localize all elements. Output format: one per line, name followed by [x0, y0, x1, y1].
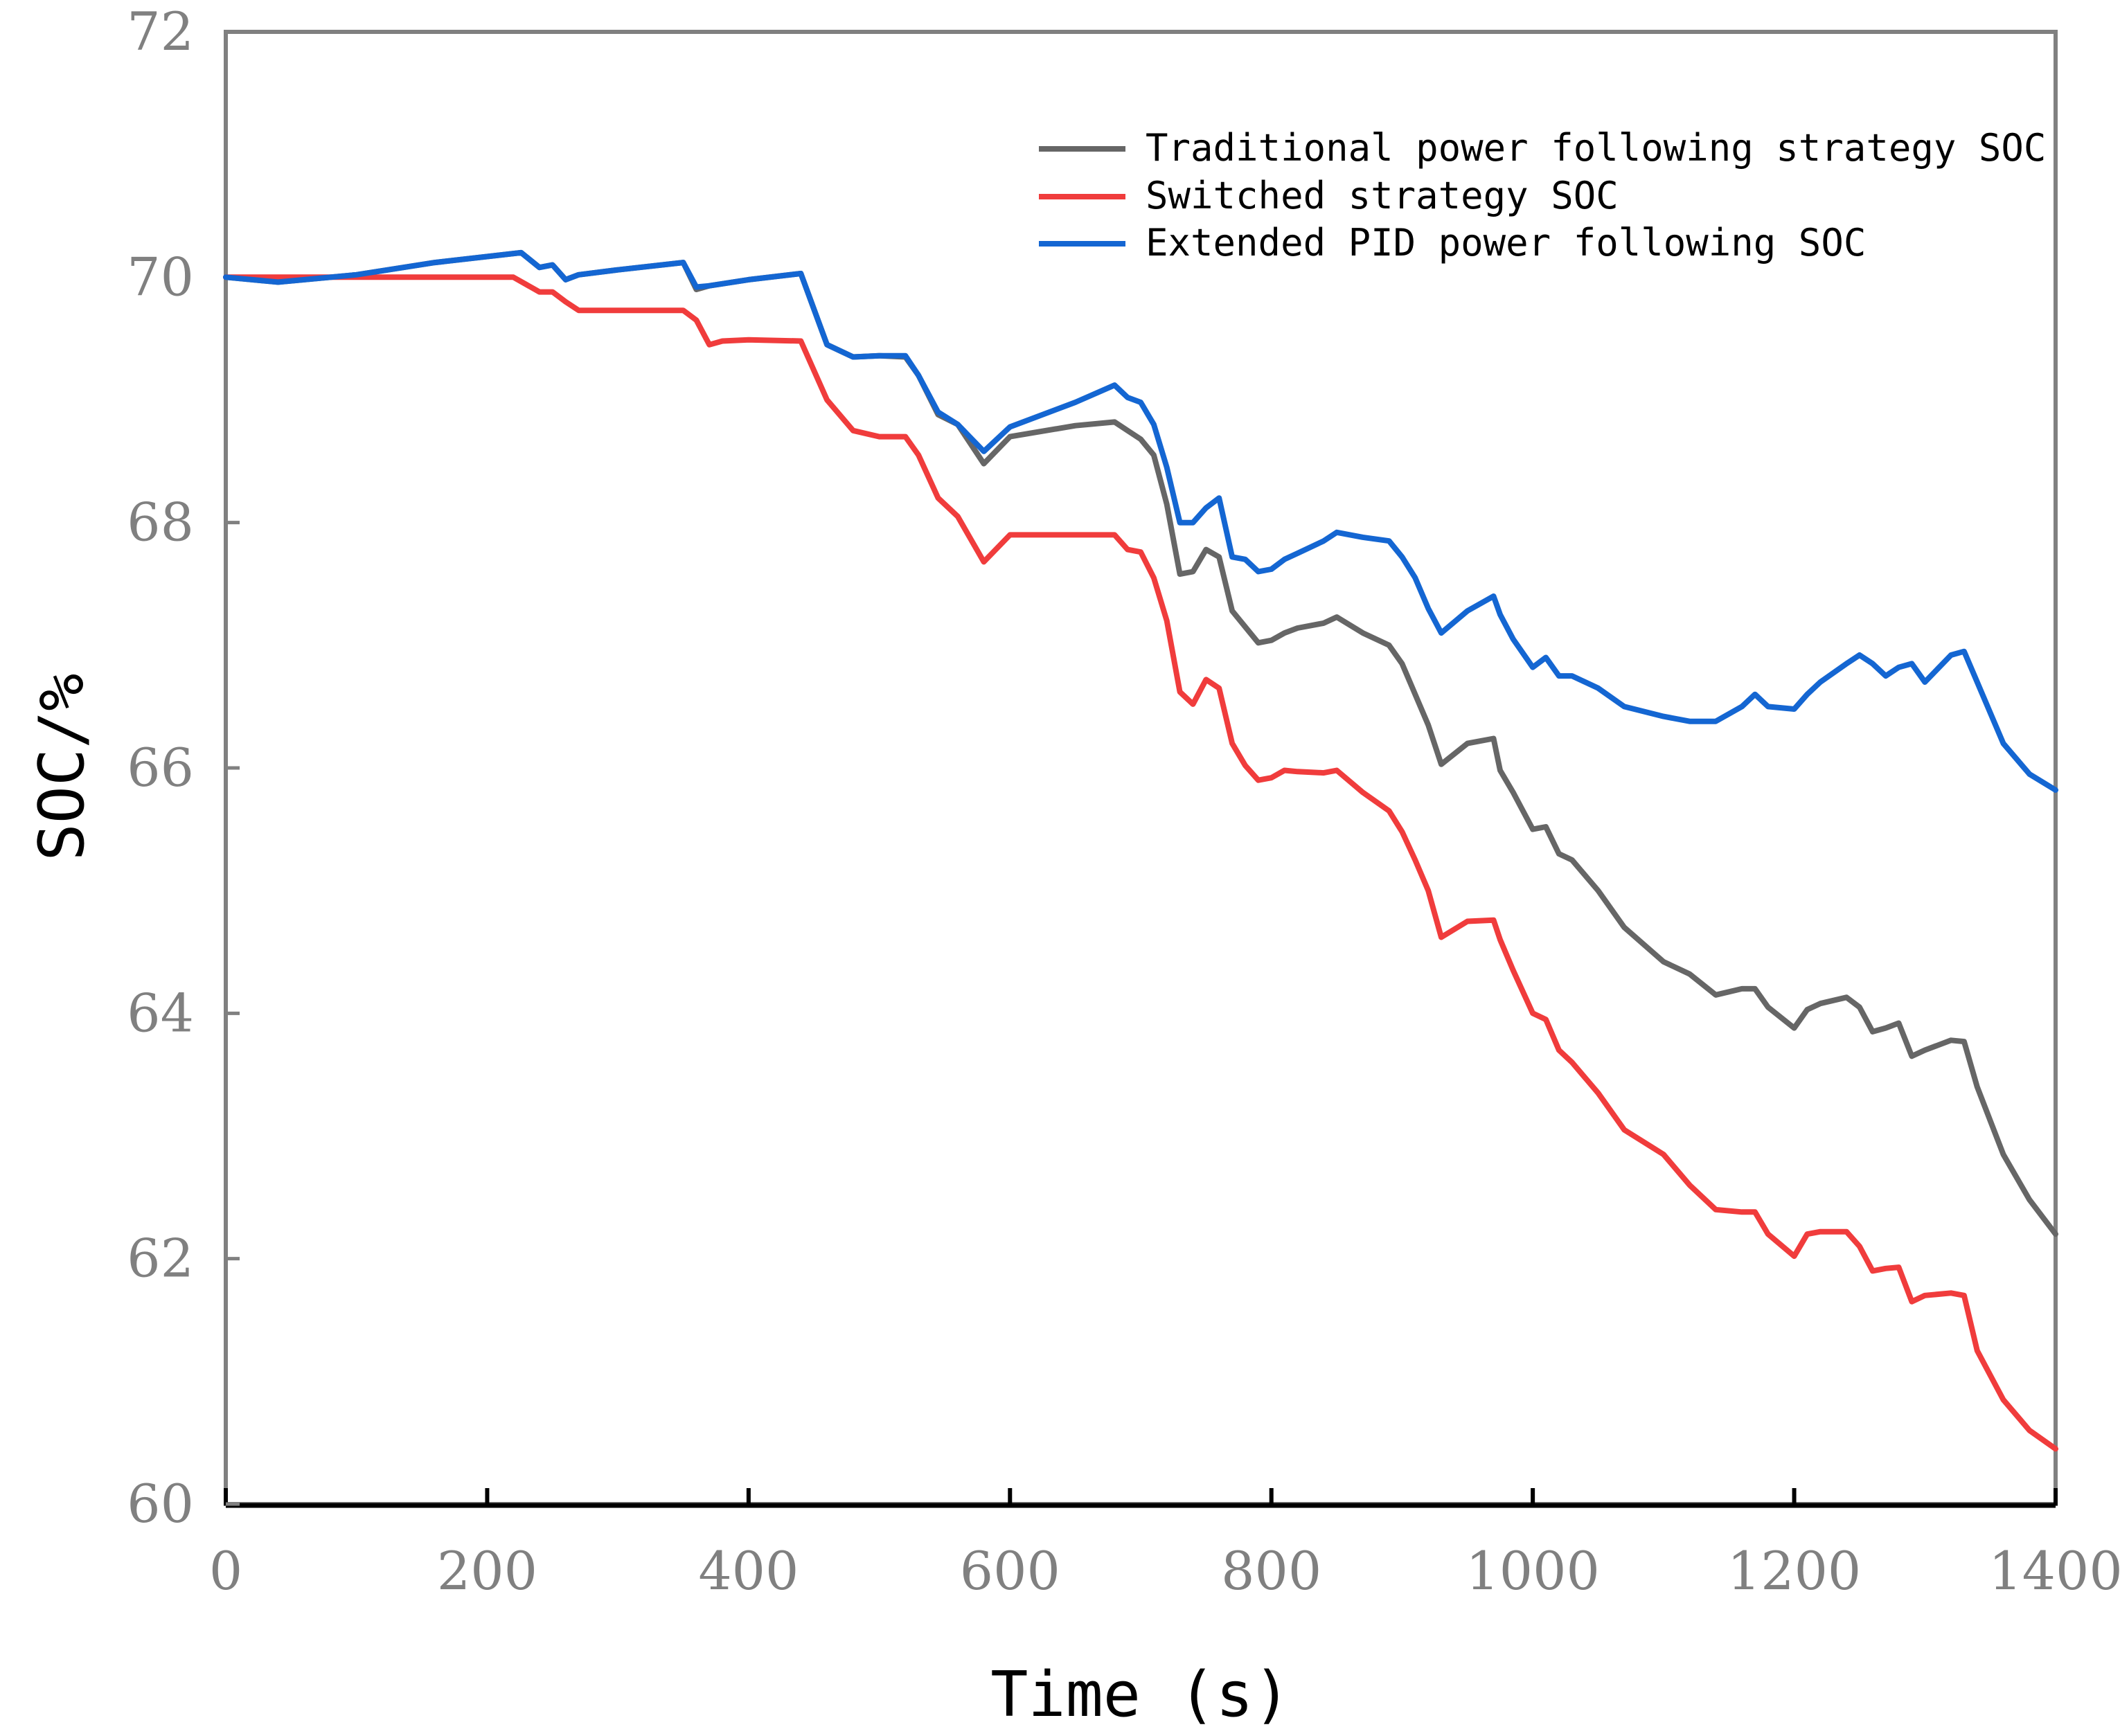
y-tick-label: 66 [127, 737, 194, 798]
y-tick-label: 64 [127, 982, 194, 1044]
series-line-switched [223, 274, 2058, 1452]
x-axis-title: Time (s) [990, 1658, 1290, 1731]
legend-label-extended-pid: Extended PID power following SOC [1146, 221, 1866, 265]
y-tick-label: 68 [127, 492, 194, 553]
x-tick-label: 800 [1221, 1540, 1321, 1602]
x-tick-label: 1400 [1988, 1540, 2120, 1602]
x-tick-label: 1200 [1727, 1540, 1861, 1602]
x-tick-label: 200 [437, 1540, 537, 1602]
series-layer [223, 249, 2058, 1452]
y-tick-label: 60 [127, 1473, 194, 1534]
y-tick-label: 70 [127, 246, 194, 307]
y-axis-title: SOC/% [26, 674, 98, 861]
y-tick-label: 62 [127, 1228, 194, 1289]
y-axis-ticks: 60 62 64 66 68 70 72 [127, 1, 240, 1534]
x-tick-label: 600 [960, 1540, 1060, 1602]
legend: Traditional power following strategy SOC… [1039, 126, 2046, 265]
x-tick-label: 400 [698, 1540, 799, 1602]
series-line-extended-pid [223, 249, 2058, 793]
legend-label-traditional: Traditional power following strategy SOC [1146, 126, 2046, 170]
legend-label-switched: Switched strategy SOC [1146, 174, 1619, 217]
x-axis-ticks: 0 200 400 600 800 1000 1200 1400 [209, 1488, 2120, 1602]
y-tick-label: 72 [127, 1, 194, 62]
x-tick-label: 0 [209, 1540, 242, 1602]
x-tick-label: 1000 [1466, 1540, 1599, 1602]
